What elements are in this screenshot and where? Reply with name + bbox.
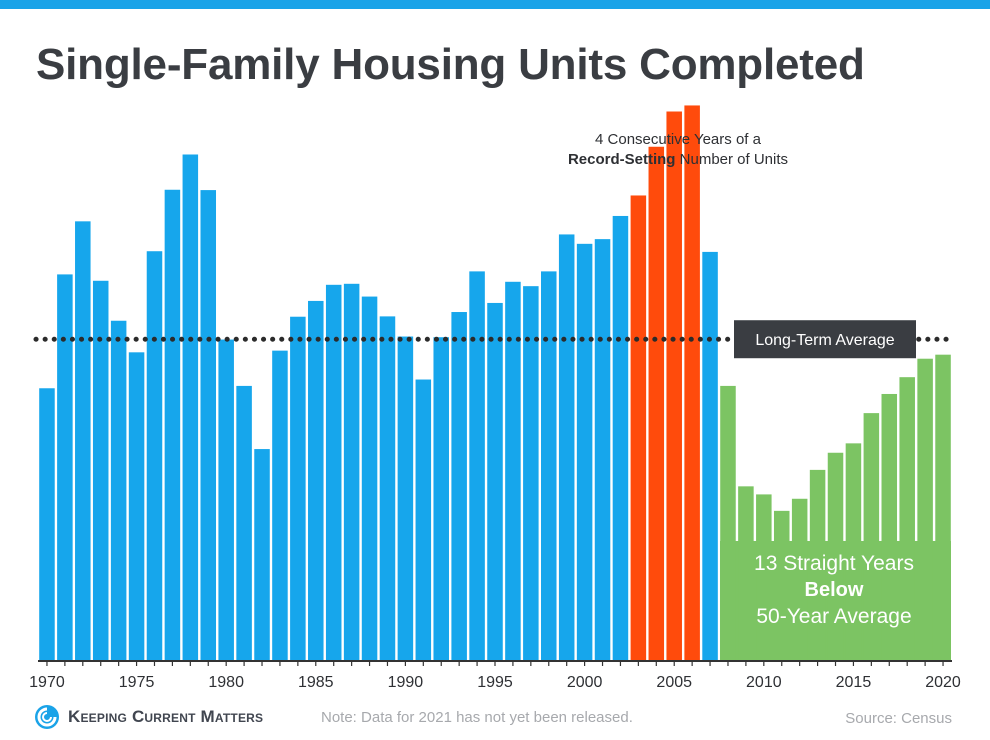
average-label-text: Long-Term Average	[755, 332, 894, 349]
tick-label-1985: 1985	[298, 674, 334, 691]
tick-label-2015: 2015	[836, 674, 872, 691]
below-average-annotation: 13 Straight Years Below 50-Year Average	[754, 552, 914, 628]
bar-1986	[325, 284, 342, 661]
bar-2000	[576, 243, 593, 661]
bar-1991	[415, 379, 432, 661]
bar-1973	[92, 280, 109, 661]
bar-1996	[505, 281, 521, 661]
tick-label-1980: 1980	[208, 674, 244, 691]
bar-2012	[791, 498, 808, 661]
record-bold-text: Record-Setting	[568, 151, 676, 168]
bar-2004	[648, 146, 665, 661]
bar-2005	[666, 111, 682, 661]
tick-label-2005: 2005	[656, 674, 692, 691]
tick-label-1970: 1970	[29, 674, 65, 691]
below-line-3: 50-Year Average	[756, 605, 911, 628]
bar-1971	[57, 274, 73, 661]
bar-2002	[612, 215, 629, 661]
below-line-2: Below	[805, 579, 864, 601]
bar-2019	[917, 358, 933, 661]
bar-1980	[218, 339, 234, 661]
bar-2006	[684, 105, 700, 661]
tick-label-1990: 1990	[388, 674, 424, 691]
tick-label-2020: 2020	[925, 674, 961, 691]
bar-1972	[75, 221, 91, 661]
bar-2014	[827, 452, 844, 661]
x-axis-ticks	[46, 661, 944, 666]
kcm-logo-icon	[35, 705, 59, 729]
housing-bar-chart: 13 Straight Years Below 50-Year Average …	[29, 105, 961, 691]
bar-1990	[397, 336, 414, 661]
bar-1993	[451, 312, 467, 661]
bar-1984	[290, 316, 306, 661]
brand-logo: Keeping Current Matters	[34, 704, 263, 730]
bar-2016	[863, 413, 880, 661]
bar-1982	[254, 449, 270, 661]
bar-1987	[343, 283, 360, 661]
bar-1979	[200, 190, 217, 661]
bar-2007	[702, 251, 718, 661]
bar-group	[39, 105, 951, 662]
bar-1994	[469, 271, 485, 661]
bar-1977	[164, 189, 181, 661]
bar-1989	[379, 316, 396, 661]
chart-title: Single-Family Housing Units Completed	[36, 40, 865, 89]
tick-label-2000: 2000	[567, 674, 603, 691]
record-line-2: Record-Setting Number of Units	[568, 151, 788, 168]
bar-1981	[236, 385, 252, 661]
bar-1992	[433, 337, 449, 661]
bar-1983	[272, 350, 288, 661]
record-line-1: 4 Consecutive Years of a	[595, 131, 762, 148]
bar-2020	[935, 354, 951, 661]
data-note: Note: Data for 2021 has not yet been rel…	[321, 709, 633, 726]
bar-2003	[630, 195, 647, 661]
tick-label-1995: 1995	[477, 674, 513, 691]
below-line-1: 13 Straight Years	[754, 552, 914, 575]
bar-1970	[39, 388, 55, 661]
bar-2018	[899, 377, 915, 661]
x-axis-tick-labels: 1970 1975 1980 1985 1990 1995 2000 2005 2010 2015…	[29, 674, 961, 691]
bar-2013	[809, 469, 826, 661]
long-term-average-label: Long-Term Average	[734, 320, 916, 359]
bar-1974	[110, 320, 127, 661]
bar-1976	[146, 251, 163, 661]
bar-2017	[881, 393, 898, 661]
average-label-box	[734, 320, 916, 359]
bar-1995	[487, 302, 503, 661]
brand-name: Keeping Current Matters	[68, 707, 264, 726]
tick-label-2010: 2010	[746, 674, 782, 691]
bar-1998	[541, 271, 557, 661]
bar-1985	[308, 300, 324, 661]
record-rest-text: Number of Units	[675, 151, 788, 168]
bar-1975	[128, 352, 145, 661]
bar-2009	[738, 486, 754, 661]
bar-2010	[756, 494, 772, 661]
bar-2011	[773, 510, 790, 661]
bar-2008	[720, 385, 736, 661]
bar-1978	[182, 154, 199, 662]
record-setting-annotation: 4 Consecutive Years of a Record-Setting …	[568, 131, 788, 168]
bar-2015	[845, 443, 862, 661]
bar-1999	[558, 234, 575, 661]
source-label: Source: Census	[845, 710, 952, 727]
bar-1997	[523, 286, 539, 661]
tick-label-1975: 1975	[119, 674, 155, 691]
bar-2001	[594, 239, 611, 661]
top-accent-bar	[0, 0, 990, 9]
bar-1988	[361, 296, 378, 661]
